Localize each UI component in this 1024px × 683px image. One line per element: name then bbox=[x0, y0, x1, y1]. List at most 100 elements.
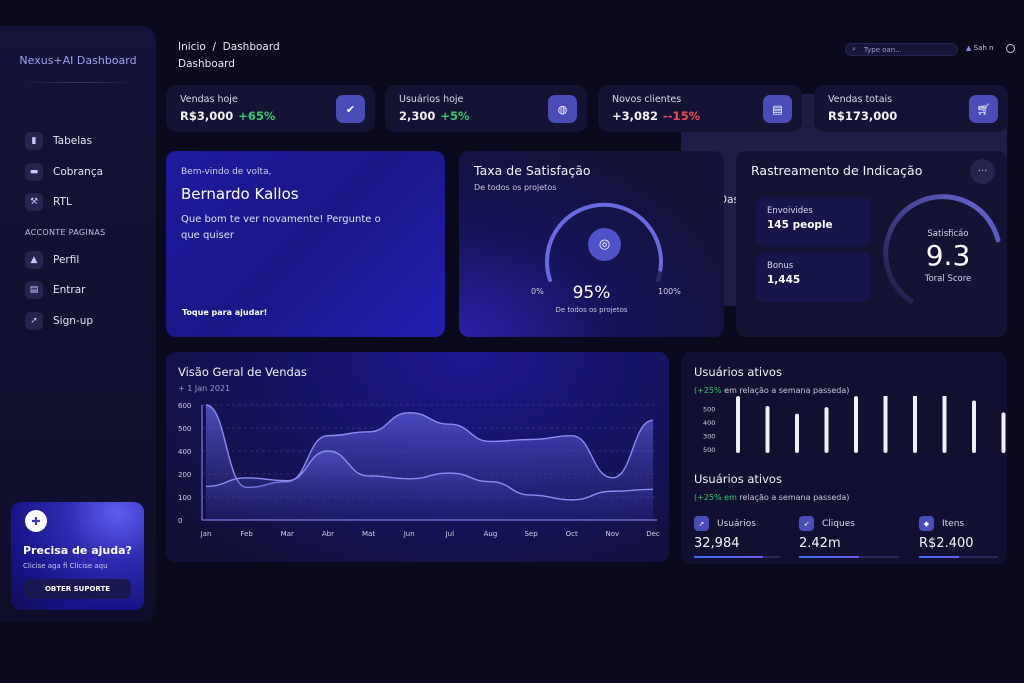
x-tick-label: Feb bbox=[240, 530, 253, 538]
divider bbox=[20, 82, 138, 83]
score-label: Satisficáo bbox=[927, 229, 969, 239]
series-area-1 bbox=[206, 451, 653, 520]
y-tick-label: 300 bbox=[703, 433, 715, 441]
kpi-progress bbox=[799, 556, 899, 558]
bar bbox=[795, 413, 799, 453]
user-icon: ▲ bbox=[966, 44, 972, 52]
help-subtitle: Clicise aga fi Clicise aqu bbox=[23, 562, 108, 570]
stat-card-vendas-hoje: Vendas hoje R$3,000 +65% ✔ bbox=[166, 85, 375, 132]
bonus-box: Bonus 1,445 bbox=[756, 252, 871, 302]
score-value: 9.3 bbox=[925, 239, 971, 272]
sidebar-item-cobranca[interactable]: ▬ Cobrança bbox=[15, 157, 142, 187]
kpi-label: Cliques bbox=[822, 519, 855, 529]
x-tick-label: Sep bbox=[524, 530, 538, 538]
brand-logo: Nexus+AI Dashboard bbox=[19, 54, 137, 67]
bar bbox=[942, 396, 947, 453]
help-link[interactable]: Toque para ajudar! bbox=[182, 308, 268, 317]
sidebar-item-label: RTL bbox=[53, 196, 72, 208]
person-icon: ▲ bbox=[25, 251, 43, 269]
stat-label: Usuários hoje bbox=[399, 94, 464, 105]
wrench-icon: ⚒ bbox=[25, 193, 43, 211]
user-name: Bernardo Kallos bbox=[181, 185, 299, 203]
y-tick-label: 500 bbox=[178, 425, 191, 433]
satisfaction-card: Taxa de Satisfação De todos os projetos … bbox=[459, 151, 724, 337]
bar bbox=[1001, 412, 1006, 453]
stat-change: --15% bbox=[663, 109, 701, 123]
stat-card-vendas-totais: Vendas totais R$173,000 🛒︎ bbox=[814, 85, 1008, 132]
user-menu[interactable]: ▲ Sah n bbox=[966, 44, 993, 52]
clock-icon[interactable] bbox=[1006, 44, 1015, 53]
x-tick-label: Mar bbox=[281, 530, 294, 538]
wallet-icon: ✔ bbox=[336, 95, 365, 123]
score-caption: Toral Score bbox=[924, 274, 972, 284]
gauge-min: 0% bbox=[531, 287, 544, 296]
target-icon: ◎ bbox=[588, 228, 621, 261]
x-tick-label: Mat bbox=[362, 530, 375, 538]
get-support-button[interactable]: OBTER SUPORTE bbox=[24, 579, 131, 599]
involved-box: Envoivides 145 people bbox=[756, 197, 871, 247]
x-tick-label: Jun bbox=[403, 530, 415, 538]
gauge-fill bbox=[883, 194, 1001, 304]
kpi-usuarios: ➚ Usuários 32,984 bbox=[694, 516, 780, 558]
bar bbox=[765, 405, 770, 453]
kpi-progress bbox=[919, 556, 998, 558]
involved-value: 145 people bbox=[767, 219, 833, 231]
kpi-itens: ◆ Itens R$2.400 bbox=[919, 516, 998, 558]
card-title: Usuários ativos bbox=[694, 365, 782, 379]
user-name: Sah n bbox=[973, 44, 994, 52]
section-title: Usuários ativos bbox=[694, 472, 782, 486]
bar bbox=[913, 396, 917, 453]
sidebar-item-label: Perfil bbox=[53, 254, 80, 266]
bar bbox=[883, 396, 888, 453]
stat-label: Vendas hoje bbox=[180, 94, 238, 105]
kpi-cliques: ➶ Cliques 2.42m bbox=[799, 516, 899, 558]
change-positive: (+25% em bbox=[694, 493, 737, 502]
x-tick-label: Dec bbox=[646, 530, 660, 538]
sidebar-item-label: Entrar bbox=[53, 284, 86, 296]
kpi-value: 32,984 bbox=[694, 536, 740, 551]
help-title: Precisa de ajuda? bbox=[23, 544, 132, 557]
x-tick-label: Jul bbox=[445, 530, 455, 538]
welcome-card: Bem-vindo de volta, Bernardo Kallos Que … bbox=[166, 151, 445, 337]
sidebar-item-tabelas[interactable]: ▮ Tabelas bbox=[15, 126, 142, 156]
x-tick-label: Abr bbox=[322, 530, 334, 538]
welcome-message: Que bom te ver novamente! Pergunte o que… bbox=[181, 214, 381, 241]
stat-card-novos-clientes: Novos clientes +3,082 --15% ▤ bbox=[598, 85, 802, 132]
y-tick-label: 200 bbox=[178, 471, 191, 479]
y-tick-label: 0 bbox=[178, 517, 182, 525]
chart-icon: ▮ bbox=[25, 132, 43, 150]
globe-icon: ◍ bbox=[548, 95, 577, 123]
x-tick-label: Nov bbox=[606, 530, 620, 538]
kpi-label: Itens bbox=[942, 519, 965, 529]
satisfaction-value: 95% bbox=[572, 283, 611, 303]
y-tick-label: 400 bbox=[178, 448, 191, 456]
active-users-card: Usuários ativos (+25% em relação a seman… bbox=[681, 352, 1007, 564]
sidebar-item-perfil[interactable]: ▲ Perfil bbox=[15, 245, 142, 275]
sidebar-item-entrar[interactable]: ▤ Entrar bbox=[15, 275, 142, 305]
card-title: Taxa de Satisfação bbox=[474, 163, 591, 178]
card-subtitle: De todos os projetos bbox=[474, 183, 557, 192]
card-subtitle: + 1 Jan 2021 bbox=[178, 384, 231, 393]
bar bbox=[854, 396, 858, 453]
search-input[interactable]: ⌕ Type oan... bbox=[845, 43, 958, 56]
bonus-label: Bonus bbox=[767, 261, 794, 271]
sidebar-item-signup[interactable]: ➚ Sign-up bbox=[15, 306, 142, 336]
search-placeholder: Type oan... bbox=[863, 45, 902, 54]
more-options-button[interactable]: ··· bbox=[970, 159, 995, 184]
sidebar-item-rtl[interactable]: ⚒ RTL bbox=[15, 187, 142, 217]
help-icon: ✚ bbox=[25, 510, 47, 532]
search-icon: ⌕ bbox=[852, 45, 856, 53]
referral-card: Rastreamento de Indicação ··· Envoivides… bbox=[736, 151, 1007, 337]
stat-label: Vendas totais bbox=[828, 94, 893, 105]
sales-overview-card: Visão Geral de Vendas + 1 Jan 2021 0 100 2… bbox=[166, 352, 669, 562]
kpi-value: R$2.400 bbox=[919, 536, 974, 551]
page-title: Dashboard bbox=[178, 58, 235, 70]
progress-fill bbox=[799, 556, 859, 558]
gauge-fill bbox=[545, 202, 663, 282]
y-tick-label: 500 bbox=[703, 406, 715, 414]
stat-card-usuarios-hoje: Usuários hoje 2,300 +5% ◍ bbox=[385, 85, 587, 132]
bonus-value: 1,445 bbox=[767, 274, 801, 286]
x-tick-label: Aug bbox=[484, 530, 498, 538]
card-title: Rastreamento de Indicação bbox=[751, 163, 923, 178]
change-caption: relação a semana passeda) bbox=[739, 493, 850, 502]
